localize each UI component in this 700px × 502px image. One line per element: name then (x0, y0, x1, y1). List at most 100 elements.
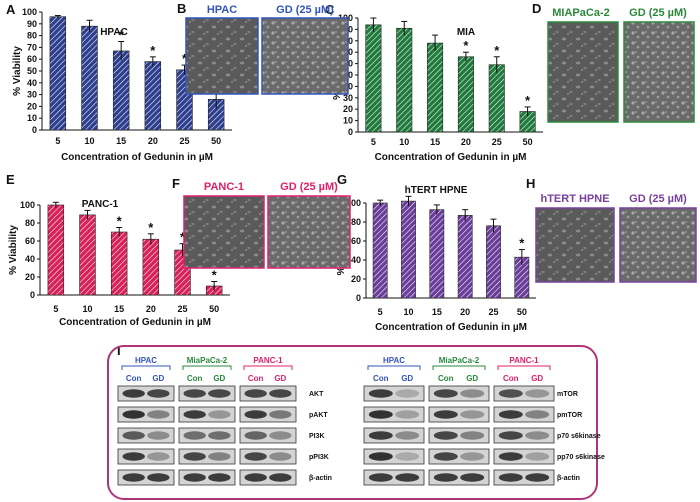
wb-header-left-1: MiaPaCa-2 (187, 356, 228, 365)
blot-band (368, 431, 393, 440)
micrograph-f-gd (267, 195, 351, 269)
wb-lane-label: Con (248, 374, 264, 383)
blot-band (244, 473, 267, 482)
bar (457, 56, 474, 133)
wb-protein-label: β-actin (557, 475, 580, 482)
blot-band (183, 410, 206, 419)
micrograph-h-left-label: hTERT HPNE (540, 193, 609, 205)
wb-protein-label: p70 s6kinase (557, 433, 601, 440)
x-axis-label: Concentration of Gedunin in µM (61, 152, 213, 163)
x-tick-label: 50 (211, 136, 221, 146)
micrograph-b-gd (261, 17, 349, 95)
blot-band (395, 389, 420, 398)
y-tick-label: 30 (27, 90, 37, 100)
chart-c-mia: 010203040506070809010051015*20*25*50MIA%… (332, 13, 543, 163)
blot-band (460, 431, 485, 440)
blot-band (208, 389, 231, 398)
y-tick-label: 50 (27, 66, 37, 76)
blot-band (269, 410, 292, 419)
bar (47, 204, 65, 296)
y-tick-label: 40 (27, 78, 37, 88)
blot-band (147, 431, 170, 440)
x-tick-label: 50 (523, 137, 533, 147)
wb-protein-label: AKT (309, 391, 324, 398)
wb-header-left-0: HPAC (135, 356, 157, 365)
y-tick-label: 20 (25, 272, 35, 282)
wb-lane-label: GD (274, 374, 286, 383)
x-axis-label: Concentration of Gedunin in µM (375, 322, 527, 333)
wb-lane-label: GD (401, 374, 413, 383)
micrograph-h-right-label: GD (25 µM) (629, 193, 687, 205)
blot-band (122, 389, 145, 398)
bar (486, 225, 501, 299)
y-tick-label: 20 (27, 101, 37, 111)
blot-band (122, 452, 145, 461)
y-axis-label: % Viability (12, 46, 23, 96)
wb-protein-label: pAKT (309, 412, 328, 419)
blot-band (525, 431, 550, 440)
x-tick-label: 20 (146, 304, 156, 314)
micrograph-d-gd (623, 21, 695, 123)
micrograph-d-left-label: MIAPaCa-2 (552, 7, 609, 19)
panel-letter-g: G (337, 172, 347, 187)
blot-band (395, 473, 420, 482)
significance-marker: * (525, 93, 531, 108)
blot-band (183, 431, 206, 440)
wb-header-right-0: HPAC (383, 356, 405, 365)
blot-band (395, 452, 420, 461)
significance-marker: * (494, 43, 500, 58)
bar (457, 215, 473, 299)
blot-band (208, 473, 231, 482)
x-tick-label: 5 (378, 307, 383, 317)
micrograph-d: MIAPaCa-2 GD (25 µM) (547, 7, 695, 123)
micrograph-d-control (547, 21, 619, 123)
micrograph-f-right-label: GD (25 µM) (280, 181, 338, 193)
y-tick-label: 20 (343, 104, 353, 114)
y-tick-label: 80 (25, 218, 35, 228)
y-tick-label: 30 (343, 93, 353, 103)
significance-marker: * (180, 230, 186, 245)
blot-band (368, 452, 393, 461)
blot-band (498, 431, 523, 440)
x-tick-label: 5 (53, 304, 58, 314)
x-tick-label: 15 (114, 304, 124, 314)
x-tick-label: 5 (55, 136, 60, 146)
panel-letter-h: H (526, 176, 535, 191)
bar (365, 24, 382, 133)
x-axis-label: Concentration of Gedunin in µM (59, 317, 211, 328)
blot-band (183, 389, 206, 398)
bar (79, 214, 96, 296)
bar (427, 42, 444, 133)
wb-protein-label: mTOR (557, 391, 578, 398)
y-tick-label: 0 (356, 293, 361, 303)
panel-letter-a: A (6, 2, 16, 17)
wb-bracket (182, 365, 232, 370)
y-tick-label: 0 (348, 127, 353, 137)
y-tick-label: 70 (27, 42, 37, 52)
wb-bracket (367, 365, 421, 370)
panel-letter-d: D (532, 1, 541, 16)
wb-lane-label: Con (438, 374, 454, 383)
micrograph-h: hTERT HPNE GD (25 µM) (535, 193, 697, 283)
blot-band (368, 473, 393, 482)
panel-letter-b: B (177, 1, 186, 16)
panel-letter-e: E (6, 172, 15, 187)
blot-band (460, 389, 485, 398)
blot-band (122, 431, 145, 440)
western-blot: HPAC Con GD MiaPaCa-2 Con GD PANC-1 Con GD AKT pAK… (117, 356, 605, 486)
blot-band (498, 410, 523, 419)
panel-letter-f: F (172, 176, 180, 191)
blot-band (208, 431, 231, 440)
significance-marker: * (463, 38, 469, 53)
x-tick-label: 25 (179, 136, 189, 146)
wb-bracket (497, 365, 551, 370)
blot-band (460, 473, 485, 482)
blot-band (433, 431, 458, 440)
blot-band (183, 452, 206, 461)
blot-band (244, 431, 267, 440)
x-tick-label: 10 (399, 137, 409, 147)
wb-header-left-2: PANC-1 (253, 356, 283, 365)
bar (49, 16, 67, 131)
blot-band (433, 452, 458, 461)
